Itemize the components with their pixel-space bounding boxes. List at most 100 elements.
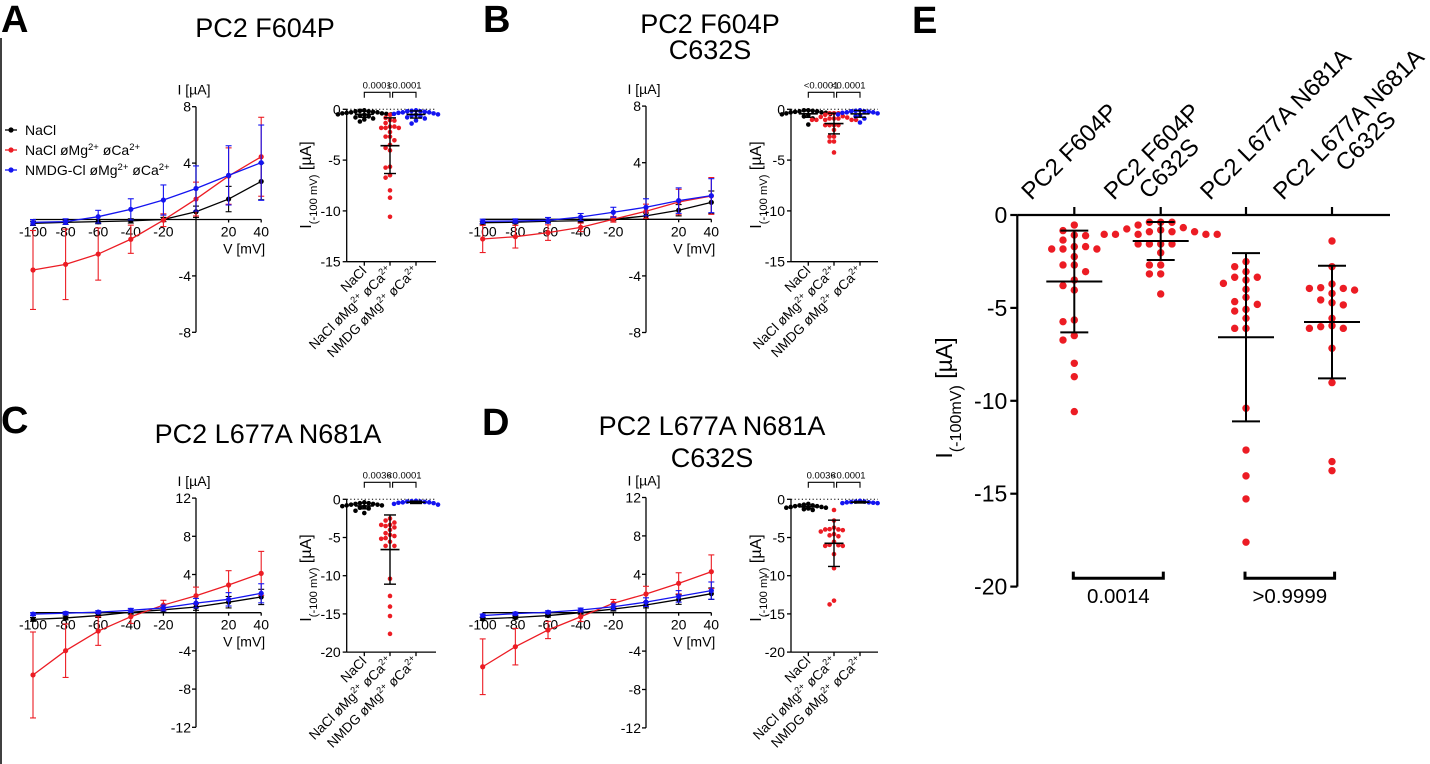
data-point — [344, 110, 350, 116]
series-line — [32, 592, 262, 615]
data-point — [708, 569, 714, 575]
data-point — [379, 503, 385, 508]
legend-label: NMDG-Cl øMg2+ øCa2+ — [25, 162, 170, 179]
series-line — [482, 593, 712, 620]
data-point — [814, 117, 819, 123]
y-tick-label: 8 — [183, 528, 191, 544]
data-point — [643, 591, 649, 597]
series-line — [32, 180, 262, 224]
data-point — [383, 134, 388, 139]
group-nmdg-mg2-ca2 — [835, 108, 880, 125]
text-run: I — [931, 452, 957, 458]
data-point — [383, 175, 388, 180]
data-point — [128, 236, 134, 242]
series-line — [32, 572, 262, 676]
data-point — [1231, 273, 1239, 281]
text-run: [µA] — [298, 534, 315, 567]
text-run: NaCl øMg — [25, 142, 88, 158]
y-axis-label: I(-100mV) [µA] — [931, 337, 965, 458]
p-value-label: <0.0001 — [831, 80, 866, 91]
y-tick-label: 8 — [633, 528, 641, 544]
data-point — [383, 530, 388, 536]
data-point — [1328, 457, 1336, 466]
data-point — [426, 110, 432, 115]
data-point — [383, 523, 388, 529]
data-point — [1070, 372, 1079, 381]
data-point — [1157, 270, 1165, 278]
series-nmdg-cl-mg2-ca2 — [479, 178, 715, 224]
data-point — [1213, 230, 1221, 239]
data-point — [853, 117, 859, 123]
data-point — [849, 117, 854, 123]
group-pc2-l677a-n681a-c632s — [1304, 237, 1360, 475]
data-point — [392, 543, 397, 549]
group-nacl-mg2-ca2 — [818, 507, 846, 607]
data-point — [362, 510, 367, 516]
text-run: [µA] — [931, 337, 957, 385]
superscript: 2+ — [159, 162, 170, 173]
y-axis-label: I [µA] — [178, 82, 211, 98]
y-tick-label: -20 — [974, 574, 1007, 600]
data-point — [258, 570, 264, 576]
data-point — [1305, 324, 1314, 333]
group-nacl-mg2-ca2 — [378, 514, 400, 637]
data-point — [1242, 495, 1250, 503]
data-point — [480, 612, 486, 619]
data-point — [875, 500, 880, 506]
data-point — [1202, 230, 1210, 239]
data-point — [643, 599, 649, 605]
series-nmdg-cl-mg2-ca2 — [30, 124, 265, 226]
chart-title: C632S — [671, 443, 754, 473]
data-point — [258, 590, 264, 596]
chart-title: PC2 F604P — [195, 13, 335, 43]
data-point — [792, 503, 798, 509]
data-point — [1328, 466, 1336, 475]
y-tick-label: -8 — [179, 681, 192, 697]
data-point — [831, 134, 837, 139]
series-line — [32, 162, 262, 223]
data-point — [840, 527, 846, 533]
data-point — [1145, 270, 1154, 278]
data-point — [1231, 307, 1239, 315]
text-run: [µA] — [298, 141, 315, 174]
data-point — [160, 605, 166, 611]
y-axis-label: I(-100 mV) [µA] — [298, 534, 320, 621]
data-point — [1059, 317, 1067, 326]
data-point — [1059, 261, 1067, 269]
data-point — [788, 504, 793, 510]
data-point — [193, 593, 199, 599]
data-point — [404, 109, 410, 114]
data-point — [348, 110, 354, 115]
data-point — [95, 214, 101, 220]
significance-bracket — [363, 481, 391, 488]
subscript: (-100 mV) — [758, 174, 770, 224]
p-value-label: 0.0036 — [807, 470, 836, 481]
data-point — [387, 188, 393, 193]
data-point — [258, 160, 264, 166]
data-point — [1070, 221, 1079, 229]
data-point — [643, 204, 649, 210]
y-tick-label: -20 — [765, 644, 785, 660]
x-tick-label: 40 — [704, 223, 720, 239]
data-point — [1070, 359, 1079, 367]
data-point — [1134, 221, 1142, 229]
data-point — [708, 588, 714, 594]
data-point — [344, 503, 350, 508]
data-point — [400, 500, 406, 505]
data-point — [1157, 261, 1165, 269]
data-point — [63, 261, 69, 267]
y-tick-label: -10 — [974, 388, 1007, 414]
data-point — [375, 502, 380, 507]
data-point — [1328, 237, 1336, 245]
text-run: I — [748, 617, 765, 621]
data-point — [480, 218, 486, 224]
data-point — [1081, 242, 1090, 251]
y-tick-label: -12 — [171, 719, 191, 735]
data-point — [340, 111, 345, 116]
data-point — [63, 610, 69, 616]
series-line — [482, 201, 712, 224]
data-point — [578, 224, 584, 230]
data-point — [1145, 261, 1154, 269]
x-tick-label: 20 — [671, 617, 687, 633]
data-point — [1134, 240, 1142, 248]
